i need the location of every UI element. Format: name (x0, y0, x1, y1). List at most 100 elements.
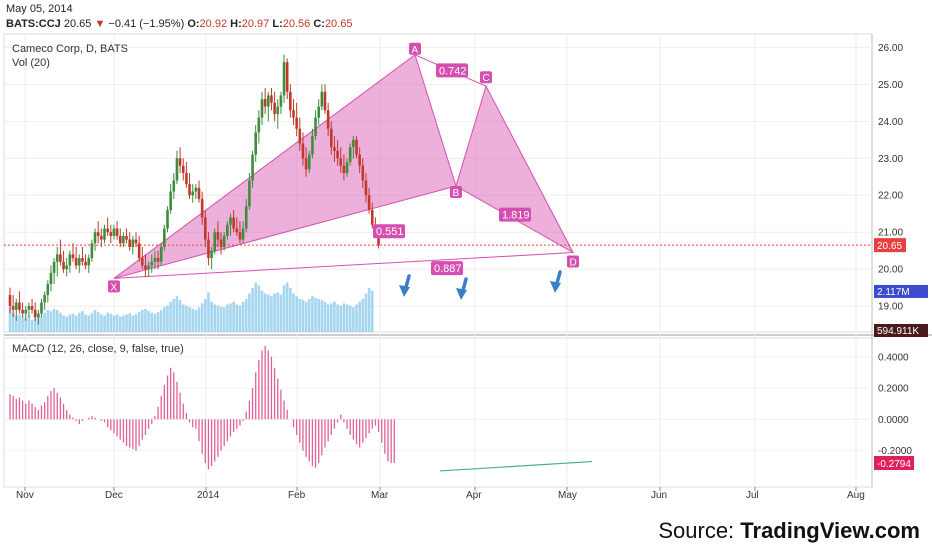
volume-bar (166, 305, 169, 332)
candle-body (364, 180, 368, 196)
volume-bar (289, 288, 292, 332)
volume-bar (342, 303, 346, 332)
candle-body (352, 139, 355, 148)
volume-bar (241, 301, 245, 332)
pattern-ratio-0: 0.551 (376, 226, 404, 238)
volume-bar (292, 293, 295, 332)
macd-tick-label-2: 0.0000 (878, 415, 909, 426)
volume-bar (59, 312, 62, 332)
candle-body (128, 239, 131, 247)
arrowhead-icon (550, 281, 561, 293)
x-tick-label-aug: Aug (847, 490, 865, 501)
volume-bar (172, 299, 176, 332)
candle-body (320, 91, 324, 107)
x-tick-label-nov: Nov (16, 490, 34, 501)
candle-body (232, 217, 235, 229)
x-tick-label-jul: Jul (746, 490, 759, 501)
candle-body (295, 117, 298, 129)
candle-body (59, 254, 62, 262)
candle-body (100, 235, 103, 240)
candle-body (251, 154, 254, 181)
volume-bar (216, 305, 220, 332)
candle-body (134, 239, 138, 244)
x-tick-label-apr: Apr (466, 490, 482, 501)
pattern-ratio-0-bg (373, 224, 405, 239)
volume-bar (352, 307, 355, 332)
volume-bar (194, 310, 198, 332)
header-c-label: C: (313, 18, 325, 30)
candle-body (244, 206, 248, 229)
header-o-label: O: (187, 18, 200, 30)
candle-body (62, 261, 65, 270)
macd-tick-label-0: 0.4000 (878, 352, 909, 363)
candle-body (229, 217, 232, 225)
candle-body (210, 250, 213, 259)
volume-bar (185, 305, 188, 332)
volume-bar (188, 307, 191, 332)
volume-bar (367, 288, 371, 332)
candle-body (150, 261, 154, 266)
pane-title-macd: MACD (12, 26, close, 9, false, true) (12, 343, 184, 355)
macd-tick-label-3: -0.2000 (878, 446, 912, 457)
candle-body (188, 184, 191, 196)
x-tick-label-jun: Jun (651, 490, 667, 501)
volume-bar (330, 303, 333, 332)
header-low: 20.56 (282, 18, 311, 30)
x-tick-label-mar: Mar (371, 490, 389, 501)
candle-body (204, 217, 207, 240)
volume-bar (144, 308, 147, 332)
volume-bar (125, 314, 128, 332)
volume-bar (348, 305, 352, 332)
last-price-tag: 20.65 (877, 241, 902, 252)
volume-bar (163, 307, 166, 332)
candle-body (342, 165, 346, 174)
candle-body (8, 295, 12, 307)
candle-body (257, 117, 261, 133)
volume-bar (226, 304, 229, 332)
volume-bar (71, 313, 75, 332)
candle-body (27, 306, 31, 310)
volume-bar (112, 315, 116, 332)
volume-bar (197, 307, 201, 332)
volume-bar (323, 301, 327, 332)
volume-bar (78, 312, 81, 332)
volume-bar (93, 310, 97, 332)
candle-body (156, 258, 160, 262)
volume-bar (8, 307, 12, 332)
volume-bar (87, 315, 91, 332)
pattern-point-x-bg (107, 280, 120, 293)
volume-bar (27, 315, 31, 332)
candle-body (377, 235, 380, 246)
volume-bar (90, 313, 94, 332)
candle-body (285, 62, 289, 92)
header-close: 20.65 (324, 18, 353, 30)
candle-body (235, 228, 239, 233)
volume-bar (150, 312, 154, 332)
volume-bar (311, 296, 314, 332)
pattern-bcd-triangle (455, 84, 575, 254)
candle-body (40, 302, 43, 314)
volume-avg-tag-bg (874, 324, 928, 337)
volume-bar (238, 305, 242, 332)
volume-bar (96, 312, 100, 332)
candle-body (11, 306, 15, 310)
pattern-ratio-3: 0.887 (434, 263, 462, 275)
volume-bar (213, 304, 217, 332)
candle-body (367, 195, 371, 211)
volume-tag-bg (874, 284, 928, 298)
pattern-point-c-bg (480, 71, 492, 84)
candle-body (222, 235, 226, 247)
volume-bar (333, 301, 336, 332)
header-high: 20.97 (241, 18, 270, 30)
arrowhead-icon (399, 285, 410, 297)
candle-body (370, 210, 374, 225)
candle-body (18, 302, 21, 310)
price-tick-label-7: 19.00 (878, 302, 903, 313)
candle-body (109, 232, 113, 236)
candle-body (200, 198, 204, 218)
volume-bar (276, 292, 280, 332)
volume-bar (235, 304, 239, 332)
candle-body (348, 147, 352, 162)
x-tick-label-dec: Dec (105, 490, 123, 501)
volume-bar (24, 318, 28, 332)
